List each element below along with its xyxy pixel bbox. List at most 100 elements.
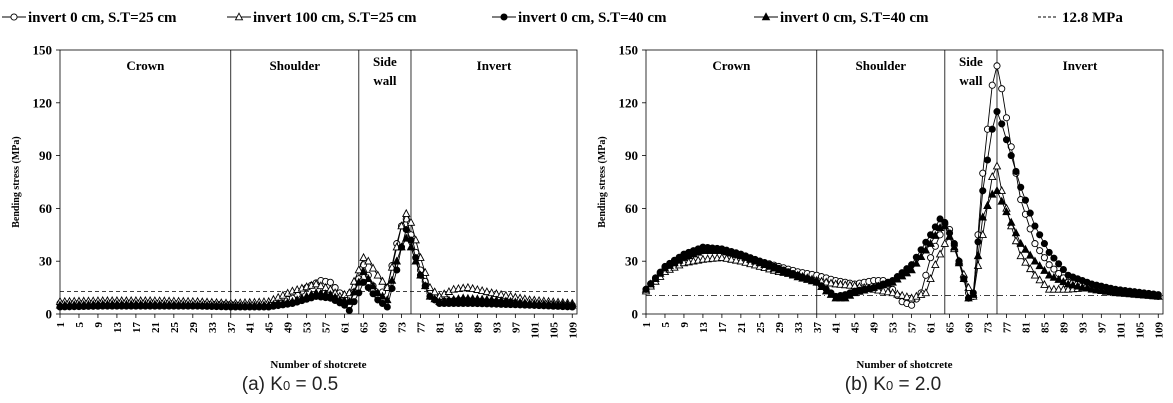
series-1-point — [468, 283, 477, 292]
region-label: Invert — [477, 58, 512, 73]
series-3-point — [798, 273, 807, 282]
legend-item-2: invert 0 cm, S.T=40 cm — [492, 10, 667, 26]
region-label: Crown — [712, 58, 751, 73]
x-tick-label: 49 — [283, 322, 295, 334]
series-3-point — [969, 289, 978, 298]
x-tick-label: 69 — [964, 322, 976, 334]
x-tick-label: 25 — [755, 322, 767, 334]
series-1-point — [477, 286, 487, 295]
series-3-point — [755, 258, 765, 267]
series-0-point — [922, 271, 930, 279]
series-3-point — [973, 251, 983, 260]
x-tick-label: 109 — [567, 322, 579, 339]
x-tick-label: 81 — [1020, 322, 1032, 333]
series-3-point — [741, 252, 750, 261]
x-tick-label: 45 — [850, 322, 862, 334]
series-1-point — [364, 256, 373, 265]
series-1-point — [373, 270, 383, 279]
series-3-point — [1073, 281, 1082, 290]
x-tick-label: 9 — [679, 322, 691, 328]
series-2-point — [1055, 260, 1063, 268]
series-3-point — [387, 275, 397, 284]
series-3-point — [373, 288, 383, 297]
series-3-point — [992, 186, 1002, 195]
series-3-point — [1040, 265, 1049, 274]
series-3-point — [945, 231, 954, 240]
series-1-point — [406, 217, 416, 226]
series-1-point — [722, 253, 731, 262]
x-tick-label: 77 — [415, 322, 427, 334]
series-3-point — [826, 289, 836, 298]
x-tick-label: 85 — [1039, 322, 1051, 334]
series-3-point — [916, 252, 926, 261]
legend-item-0: invert 0 cm, S.T=25 cm — [2, 10, 177, 26]
series-2-point — [1059, 266, 1067, 274]
series-3-point — [921, 245, 931, 254]
series-1-point — [397, 221, 406, 230]
series-1-point — [316, 281, 326, 290]
series-3-point — [378, 291, 387, 300]
caption-a-prefix: (a) K — [241, 374, 283, 395]
x-tick-label: 89 — [1058, 322, 1070, 334]
series-3-point — [646, 279, 655, 288]
legend-item-1: invert 100 cm, S.T=25 cm — [227, 10, 417, 26]
y-axis-label: Bending stress (MPa) — [597, 136, 608, 227]
series-2-point — [1012, 167, 1020, 175]
x-tick-label: 1 — [55, 322, 67, 328]
series-3-point — [316, 288, 326, 297]
series-3-point — [354, 277, 364, 286]
series-3-point — [907, 265, 916, 274]
series-2-point — [1017, 183, 1025, 191]
series-3-point — [473, 294, 482, 303]
series-1-point — [1030, 270, 1040, 279]
series-1-point — [482, 287, 492, 296]
series-2-point — [998, 120, 1006, 128]
plot-frame — [645, 49, 1164, 315]
x-tick-label: 105 — [548, 322, 560, 339]
series-2-point — [993, 108, 1001, 116]
legend-label: invert 0 cm, S.T=40 cm — [518, 10, 667, 26]
series-3-point — [1139, 290, 1149, 299]
series-2-point — [988, 125, 996, 133]
series-3-point — [430, 294, 439, 303]
series-3-point — [641, 284, 651, 293]
x-tick-label: 57 — [321, 322, 333, 334]
series-3-point — [397, 242, 406, 251]
series-2-point — [1021, 196, 1029, 204]
region-label: Invert — [1063, 58, 1098, 73]
series-3-point — [468, 293, 477, 302]
series-3-point — [506, 296, 515, 305]
series-3-point — [458, 293, 468, 302]
series-1-point — [836, 279, 845, 288]
series-1-point — [921, 288, 931, 297]
series-1-point — [878, 286, 888, 295]
series-1-point — [902, 292, 912, 301]
series-3-point — [1068, 280, 1078, 289]
series-3-point — [1130, 289, 1139, 298]
series-3-point — [959, 274, 969, 283]
series-3-point — [511, 297, 520, 306]
series-2-point — [1045, 248, 1053, 256]
series-1-point — [840, 280, 850, 289]
series-3-point — [492, 295, 501, 304]
series-3-point — [1154, 291, 1163, 300]
series-3-point — [425, 291, 435, 300]
series-3-point — [760, 259, 769, 268]
series-3-point — [477, 294, 487, 303]
series-2-point — [983, 156, 992, 164]
series-1-point — [731, 255, 741, 264]
series-1-point — [727, 254, 736, 263]
series-3-point — [912, 258, 921, 267]
x-tick-label: 5 — [660, 322, 672, 328]
series-3-point — [983, 200, 992, 210]
x-tick-label: 13 — [698, 322, 710, 334]
series-1-point — [926, 274, 935, 283]
legend-item-3: invert 0 cm, S.T=40 cm — [754, 10, 929, 26]
series-1-point — [821, 277, 831, 286]
series-1-point — [354, 265, 364, 274]
legend-label: invert 0 cm, S.T=40 cm — [780, 10, 929, 26]
x-tick-label: 41 — [831, 322, 843, 333]
series-2-point — [402, 225, 410, 234]
series-1-point — [1040, 279, 1049, 288]
series-3-point — [722, 247, 731, 256]
